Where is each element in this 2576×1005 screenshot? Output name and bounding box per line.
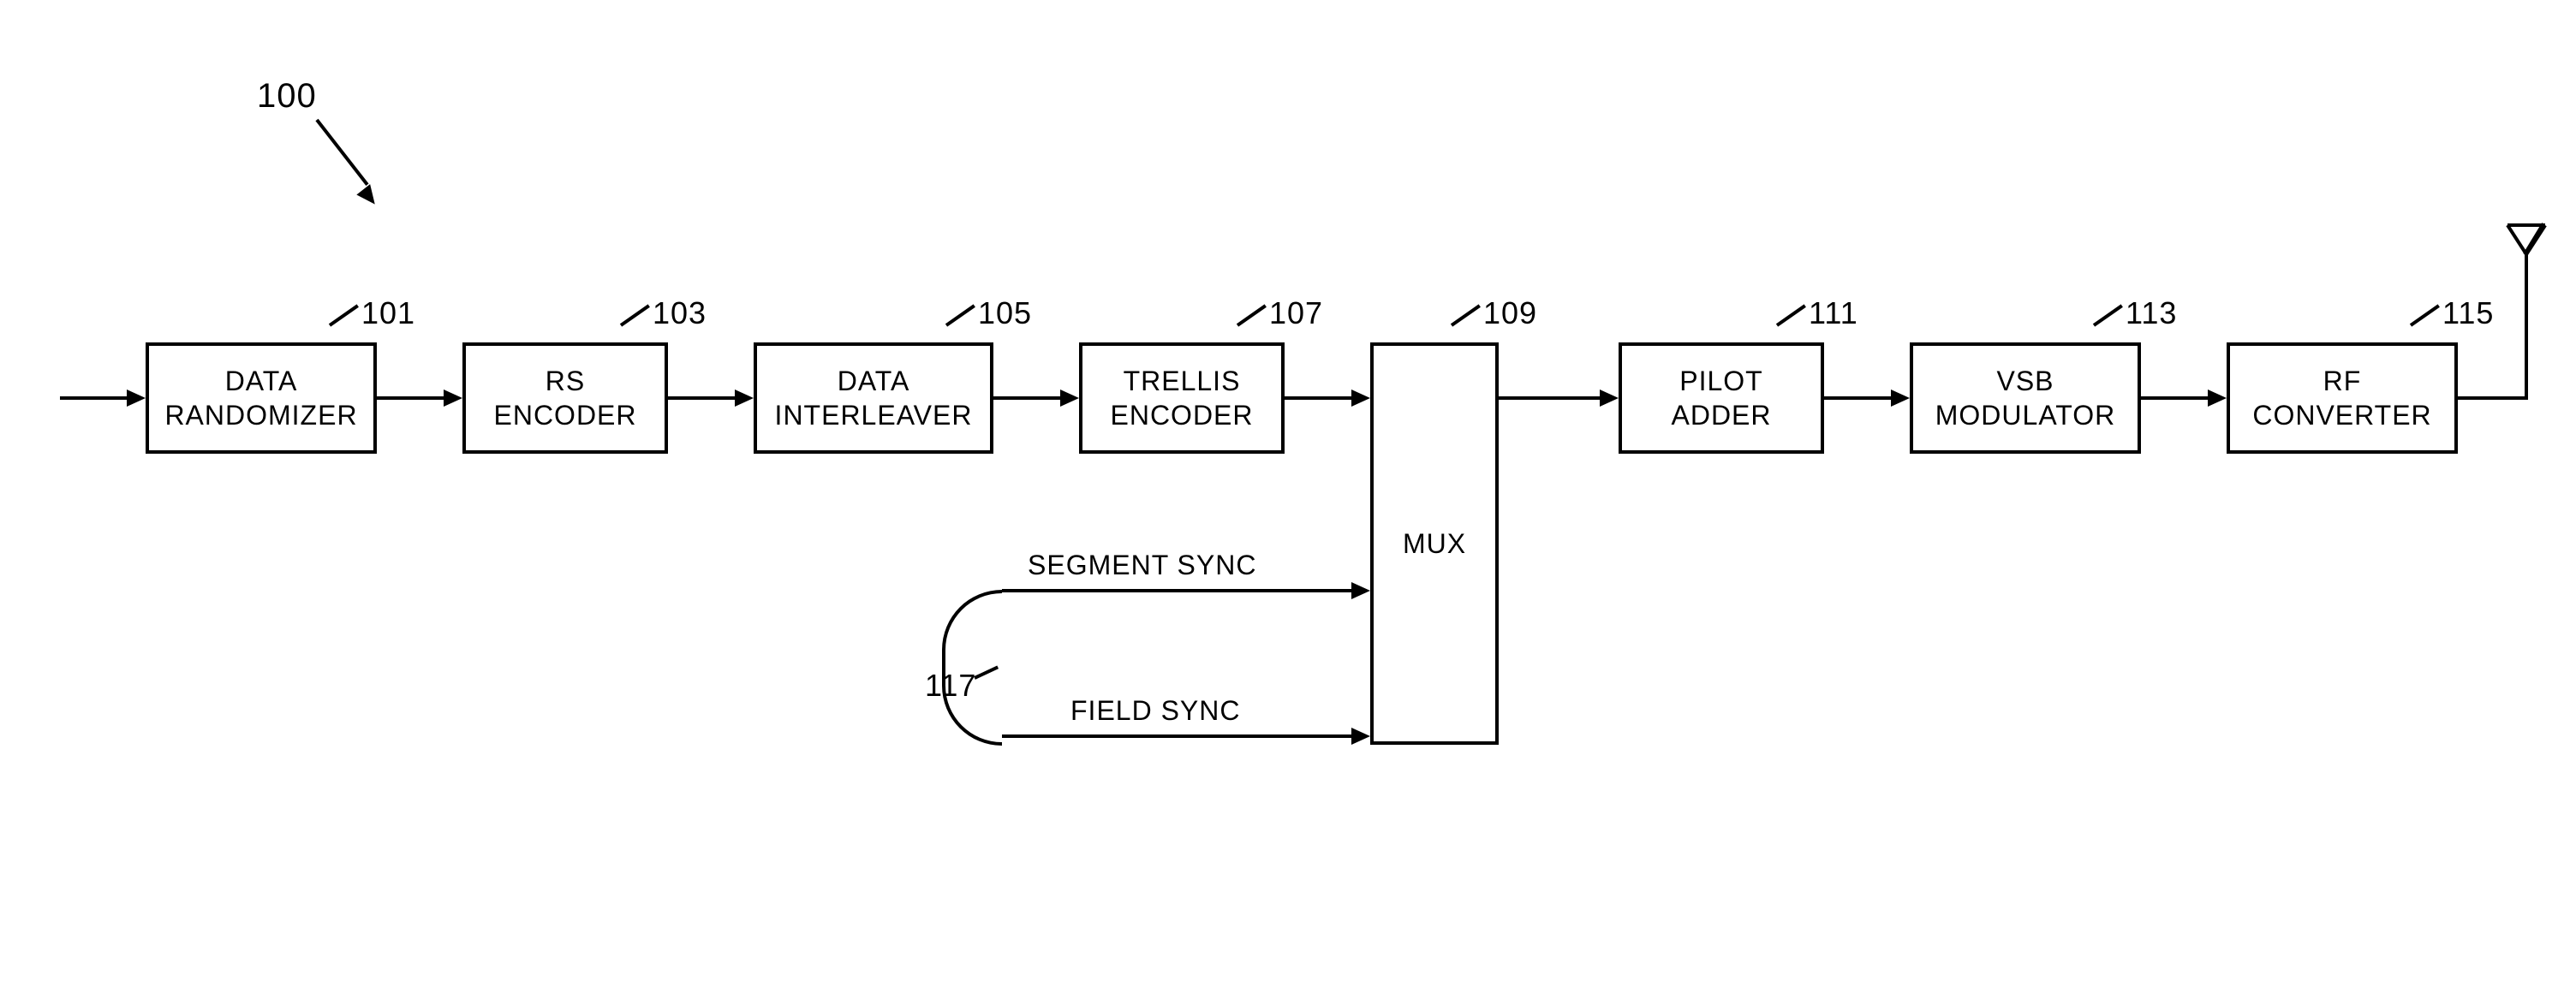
arrow-shaft [1285, 396, 1351, 400]
field-sync-label: FIELD SYNC [1070, 695, 1240, 727]
arrow-shaft [1499, 396, 1600, 400]
arrow-shaft [668, 396, 735, 400]
diagram-ref-100: 100 [257, 77, 317, 116]
arrow-head [2208, 390, 2227, 407]
ref-tick-105 [945, 304, 975, 326]
ref-109: 109 [1483, 295, 1537, 331]
arrow-shaft [60, 396, 127, 400]
block-115: RF CONVERTER [2227, 342, 2458, 454]
block-105: DATA INTERLEAVER [754, 342, 993, 454]
antenna-mast [2525, 253, 2528, 400]
ref-tick-113 [2093, 304, 2123, 326]
arrow-shaft [2141, 396, 2208, 400]
segment-sync-label: SEGMENT SYNC [1028, 550, 1256, 581]
block-diagram: 100 DATA RANDOMIZER 101 RS ENCODER 103 DATA I… [0, 0, 2576, 1005]
arrow-shaft [377, 396, 444, 400]
antenna-base [2507, 223, 2545, 227]
block-113: VSB MODULATOR [1910, 342, 2141, 454]
ref-111: 111 [1809, 295, 1858, 331]
block-103: RS ENCODER [462, 342, 668, 454]
ref-103: 103 [653, 295, 707, 331]
arrow-shaft [1002, 734, 1351, 738]
ref-107: 107 [1269, 295, 1323, 331]
arrow-head [1351, 582, 1370, 599]
block-111: PILOT ADDER [1619, 342, 1824, 454]
title-arrow-head [356, 184, 381, 210]
arrow-shaft [1824, 396, 1891, 400]
ref-tick-111 [1776, 304, 1806, 326]
block-109: MUX [1370, 342, 1499, 745]
title-arrow-shaft [315, 119, 368, 186]
block-101: DATA RANDOMIZER [146, 342, 377, 454]
arrow-head [1891, 390, 1910, 407]
ref-113: 113 [2126, 295, 2177, 331]
arrow-shaft [993, 396, 1060, 400]
arrow-head [1600, 390, 1619, 407]
arrow-head [127, 390, 146, 407]
arrow-head [444, 390, 462, 407]
ref-tick-115 [2410, 304, 2440, 326]
ref-tick-109 [1451, 304, 1481, 326]
block-107: TRELLIS ENCODER [1079, 342, 1285, 454]
antenna-r [2524, 224, 2546, 257]
arrow-head [735, 390, 754, 407]
arrow-head [1060, 390, 1079, 407]
ref-117: 117 [925, 668, 976, 704]
arrow-shaft [1002, 589, 1351, 592]
ref-tick-107 [1237, 304, 1267, 326]
arrow-head [1351, 728, 1370, 745]
ref-tick-101 [329, 304, 359, 326]
ref-101: 101 [361, 295, 415, 331]
ref-115: 115 [2442, 295, 2494, 331]
ref-tick-103 [620, 304, 650, 326]
ref-105: 105 [978, 295, 1032, 331]
out-line-h [2458, 396, 2526, 400]
arrow-head [1351, 390, 1370, 407]
